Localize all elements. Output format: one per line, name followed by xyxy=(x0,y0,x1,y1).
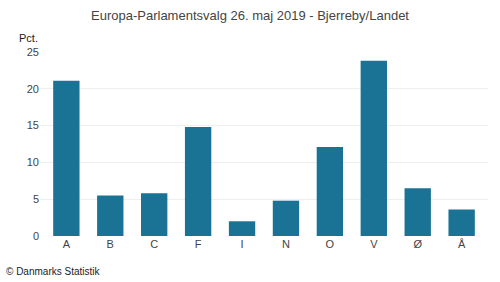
svg-text:Ø: Ø xyxy=(413,238,422,250)
svg-text:F: F xyxy=(195,238,202,250)
svg-text:10: 10 xyxy=(27,156,39,168)
svg-text:15: 15 xyxy=(27,119,39,131)
svg-text:C: C xyxy=(150,238,158,250)
svg-text:O: O xyxy=(326,238,335,250)
svg-text:0: 0 xyxy=(33,230,39,242)
svg-text:V: V xyxy=(370,238,378,250)
svg-text:25: 25 xyxy=(27,46,39,58)
svg-text:N: N xyxy=(282,238,290,250)
svg-text:20: 20 xyxy=(27,83,39,95)
svg-text:Europa-Parlamentsvalg 26. maj: Europa-Parlamentsvalg 26. maj 2019 - Bje… xyxy=(91,8,409,23)
svg-text:© Danmarks Statistik: © Danmarks Statistik xyxy=(6,266,101,277)
svg-text:B: B xyxy=(107,238,114,250)
svg-text:5: 5 xyxy=(33,193,39,205)
svg-text:A: A xyxy=(63,238,71,250)
svg-text:Å: Å xyxy=(458,238,466,250)
svg-text:I: I xyxy=(241,238,244,250)
svg-text:Pct.: Pct. xyxy=(19,32,38,44)
